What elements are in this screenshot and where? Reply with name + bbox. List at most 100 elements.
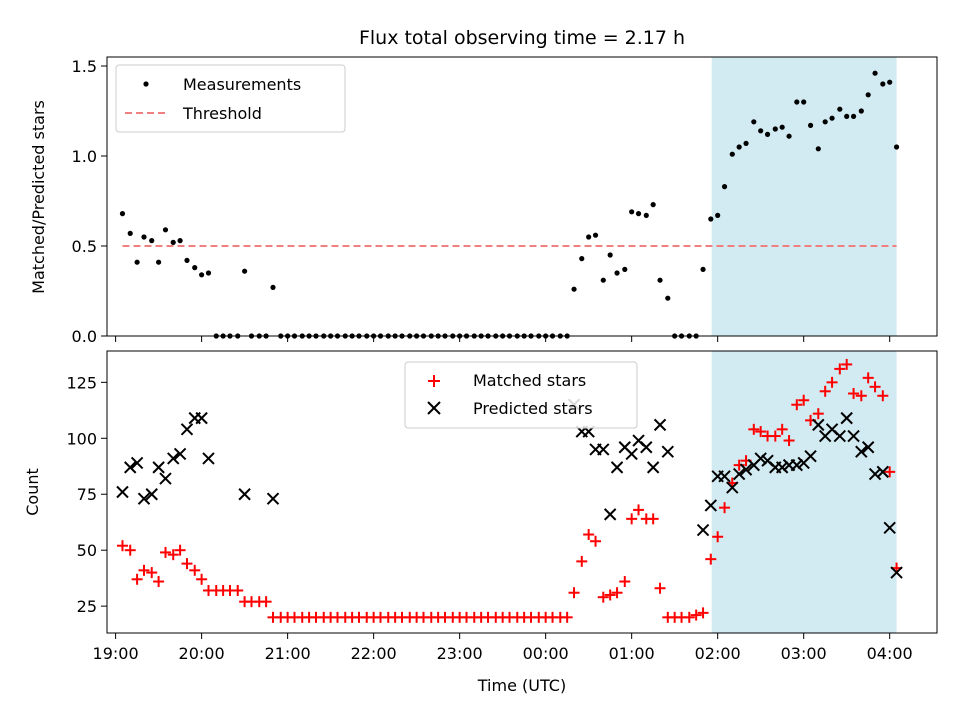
predicted-star-point <box>238 488 251 501</box>
top-y-axis-label: Matched/Predicted stars <box>29 100 48 294</box>
measurement-point <box>156 259 162 265</box>
measurement-point <box>743 140 749 146</box>
measurement-point <box>579 256 585 262</box>
measurement-point <box>700 266 706 272</box>
matched-star-point <box>167 549 179 561</box>
measurement-point <box>199 272 205 278</box>
predicted-star-point <box>661 445 674 458</box>
matched-star-point <box>181 558 193 570</box>
top-panel: 0.0 0.5 1.0 1.5 Matched/Predicted stars Mea… <box>29 56 938 346</box>
measurement-point <box>177 238 183 244</box>
measurement-point <box>586 234 592 240</box>
predicted-star-point <box>640 441 653 454</box>
matched-star-point <box>189 564 201 576</box>
matched-star-point <box>776 423 788 435</box>
matched-star-point <box>848 388 860 400</box>
matched-star-point <box>131 573 143 585</box>
matched-star-point <box>798 394 810 406</box>
measurement-point <box>192 265 198 271</box>
matched-star-point <box>862 372 874 384</box>
predicted-star-point <box>124 461 137 474</box>
predicted-star-point <box>610 461 624 474</box>
measurement-point <box>162 227 169 233</box>
predicted-star-point <box>868 467 882 481</box>
measurement-point <box>764 131 771 137</box>
measurement-point <box>205 270 212 276</box>
predicted-star-point <box>202 452 215 465</box>
measurement-point <box>758 128 764 134</box>
measurement-point <box>807 122 814 128</box>
measurement-point <box>629 209 635 215</box>
predicted-star-point <box>890 566 903 579</box>
predicted-star-point <box>732 467 746 481</box>
measurement-point <box>708 216 714 222</box>
measurement-point <box>801 99 807 105</box>
legend-measurements-marker <box>143 81 149 87</box>
bottom-x-tick-label: 04:00 <box>867 644 913 663</box>
predicted-star-point <box>861 441 875 454</box>
bottom-x-tick-label: 21:00 <box>265 644 311 663</box>
matched-star-point <box>841 358 853 370</box>
measurement-point <box>170 239 176 245</box>
bottom-y-axis: 25 50 75 100 125 <box>66 373 107 616</box>
measurement-point <box>815 146 821 152</box>
matched-star-point <box>748 423 760 435</box>
legend-predicted-marker <box>427 401 441 415</box>
top-axes-frame <box>106 56 938 337</box>
matched-star-point <box>611 587 623 599</box>
bottom-y-tick-label: 100 <box>66 429 97 448</box>
measurement-point <box>270 284 276 290</box>
predicted-star-point <box>876 465 890 479</box>
top-y-tick-label: 1.5 <box>72 57 97 76</box>
measurement-point <box>607 252 613 258</box>
matched-star-point <box>116 540 128 552</box>
measurement-point <box>650 202 656 208</box>
bottom-x-tick-label: 03:00 <box>781 644 827 663</box>
matched-star-point <box>834 363 846 375</box>
matched-star-point <box>647 513 659 525</box>
predicted-star-point <box>625 447 638 461</box>
matched-star-point <box>597 591 609 603</box>
measurement-point <box>779 124 785 130</box>
predicted-star-point <box>646 461 660 474</box>
bottom-legend-box <box>404 361 638 429</box>
matched-star-point <box>159 546 171 558</box>
legend-matched-label: Matched stars <box>473 371 586 390</box>
top-legend-box <box>115 64 346 133</box>
predicted-star-point <box>597 443 610 456</box>
predicted-star-point <box>653 418 667 432</box>
measurement-point <box>242 268 248 274</box>
measurement-point <box>635 211 642 217</box>
predicted-star-point <box>775 461 789 474</box>
measurement-point <box>751 119 757 125</box>
measurement-point <box>134 259 140 265</box>
matched-star-point <box>697 607 709 619</box>
bottom-panel: 25 50 75 100 125 19:00 20:00 21:00 22:00 23:00 00… <box>23 350 938 695</box>
predicted-star-point <box>718 470 731 483</box>
measurement-point <box>844 113 850 119</box>
measurement-point <box>729 151 735 157</box>
measurement-point <box>600 277 606 283</box>
bottom-data-points <box>116 358 903 623</box>
matched-star-point <box>124 544 136 556</box>
matched-star-point <box>683 611 695 623</box>
matched-star-point <box>260 596 272 608</box>
matched-star-point <box>719 502 731 514</box>
predicted-star-point <box>855 445 868 458</box>
legend-threshold-label: Threshold <box>182 104 262 123</box>
predicted-star-point <box>180 423 194 436</box>
matched-star-point <box>690 609 702 621</box>
bottom-x-axis: 19:00 20:00 21:00 22:00 23:00 00:00 01:00 02:00… <box>93 633 913 663</box>
measurement-point <box>858 108 864 114</box>
predicted-star-point <box>137 492 151 505</box>
matched-star-point <box>583 529 595 541</box>
matched-star-point <box>712 531 724 543</box>
top-x-ticks <box>115 336 891 342</box>
matched-star-point <box>654 582 666 594</box>
measurement-point <box>614 270 620 276</box>
measurement-point <box>887 79 893 85</box>
matched-star-point <box>138 564 150 576</box>
top-data-points <box>119 70 900 339</box>
matched-star-point <box>877 390 889 402</box>
measurement-point <box>772 126 778 132</box>
